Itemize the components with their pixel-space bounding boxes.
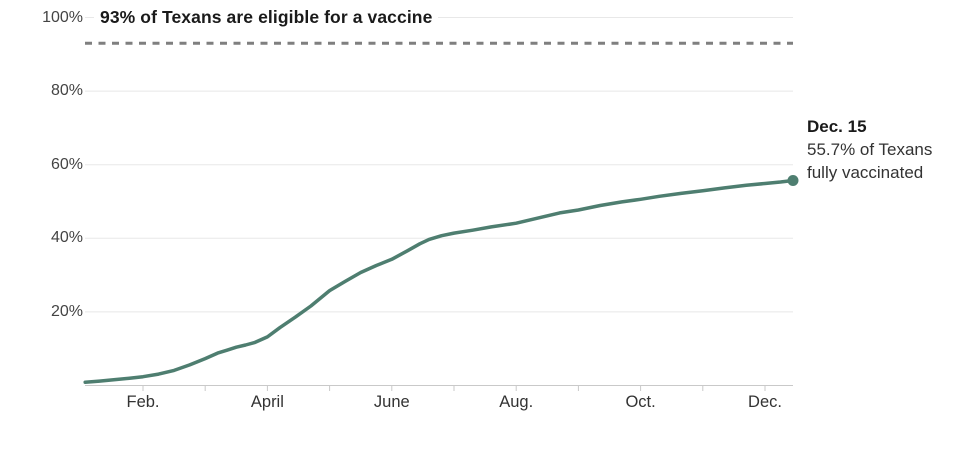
- x-tick-label-dec: Dec.: [748, 393, 782, 411]
- x-tick-label-feb: Feb.: [126, 393, 160, 411]
- latest-annotation-value: 55.7% of Texans: [807, 140, 933, 159]
- y-tick-label-20: 20%: [50, 302, 83, 320]
- x-axis-ticks: [142, 385, 766, 391]
- x-tick-label-oct: Oct.: [625, 393, 656, 411]
- y-tick-label-40: 40%: [50, 229, 83, 247]
- latest-annotation-caption: fully vaccinated: [807, 163, 924, 182]
- latest-point-dot: [787, 175, 799, 187]
- latest-point-annotation: Dec. 15 55.7% of Texans fully vaccinated: [807, 115, 932, 184]
- y-tick-label-60: 60%: [50, 155, 83, 173]
- y-tick-label-80: 80%: [50, 82, 83, 100]
- gridlines: [85, 17, 793, 313]
- vaccination-trend-line: [83, 178, 795, 384]
- x-tick-label-april: April: [250, 393, 284, 411]
- latest-annotation-date: Dec. 15: [807, 117, 867, 136]
- x-tick-label-june: June: [373, 393, 410, 411]
- y-tick-label-100: 100%: [42, 8, 83, 26]
- eligibility-annotation-title: 93% of Texans are eligible for a vaccine: [94, 7, 439, 28]
- x-tick-label-aug: Aug.: [499, 393, 534, 411]
